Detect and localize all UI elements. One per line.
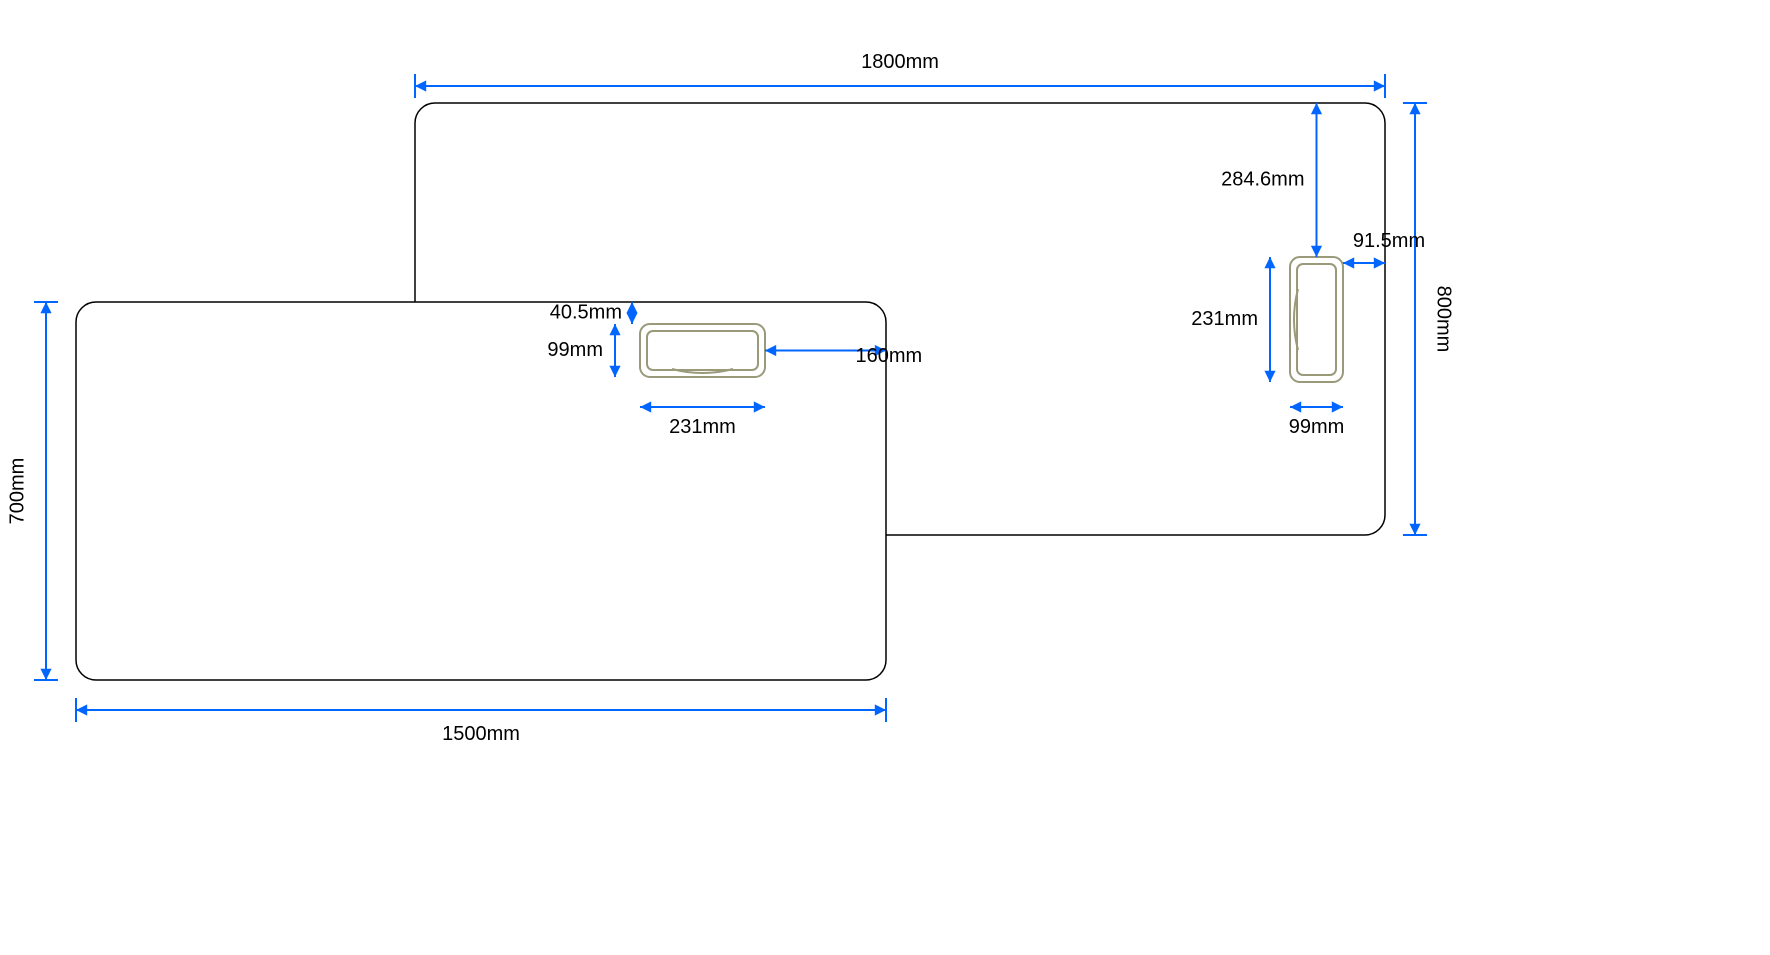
svg-text:231mm: 231mm bbox=[669, 416, 736, 438]
svg-text:99mm: 99mm bbox=[547, 339, 603, 361]
grommet-left bbox=[640, 324, 765, 377]
svg-text:40.5mm: 40.5mm bbox=[550, 301, 622, 323]
svg-text:800mm: 800mm bbox=[1433, 286, 1455, 353]
svg-text:99mm: 99mm bbox=[1289, 416, 1345, 438]
svg-text:284.6mm: 284.6mm bbox=[1221, 168, 1304, 190]
grommet-right bbox=[1290, 257, 1343, 382]
svg-text:1500mm: 1500mm bbox=[442, 723, 520, 745]
technical-drawing: 1800mm 800mm 1500mm 700mm 40.5mm 99mm 231mm 160… bbox=[0, 0, 1770, 955]
svg-text:231mm: 231mm bbox=[1191, 308, 1258, 330]
svg-text:700mm: 700mm bbox=[6, 458, 28, 525]
svg-text:1800mm: 1800mm bbox=[861, 51, 939, 73]
svg-text:160mm: 160mm bbox=[856, 345, 923, 367]
svg-text:91.5mm: 91.5mm bbox=[1353, 230, 1425, 252]
